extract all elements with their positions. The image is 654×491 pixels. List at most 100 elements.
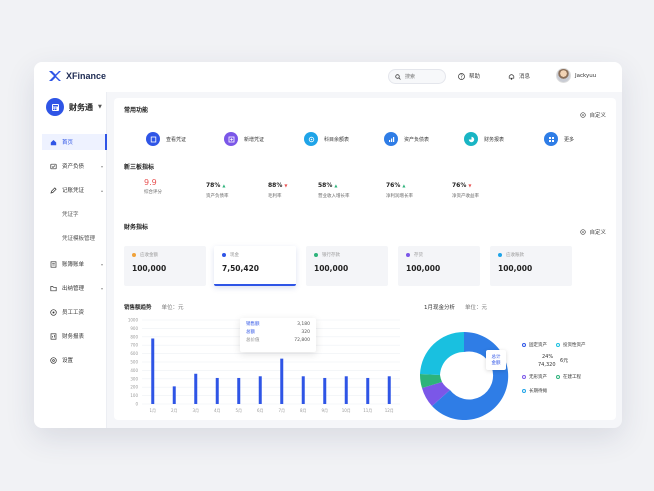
sidebar-item-reports[interactable]: 财务报表	[42, 328, 107, 344]
bar[interactable]	[194, 373, 198, 404]
bar[interactable]	[323, 377, 327, 404]
legend-label: 投资性资产	[563, 343, 586, 348]
chart-tooltip: 销售额 3,180 总额 320 总价值 72,800	[240, 318, 316, 352]
tooltip-key: 总价值	[246, 338, 260, 343]
tooltip-key: 销售额	[246, 322, 260, 327]
sidebar-subitem-voucher-word[interactable]: 凭证字	[62, 212, 79, 218]
tooltip-key: 总额	[246, 330, 255, 335]
status-dot	[406, 253, 410, 257]
book-icon	[50, 260, 57, 268]
sidebar-item-assets[interactable]: 资产负债 ▾	[42, 158, 107, 174]
bar[interactable]	[387, 376, 391, 404]
sidebar-item-label: 账簿账单	[62, 262, 85, 268]
metric-roe: 76% ▼ 净资产收益率	[452, 182, 479, 199]
shortcut-balance-sheet[interactable]: 科目余额表	[304, 132, 349, 146]
search-icon	[395, 73, 401, 80]
metric-label: 资产负债率	[206, 194, 229, 199]
metric-profit-growth: 76% ▲ 净利润增长率	[386, 182, 413, 199]
search-input[interactable]: 搜索	[388, 69, 446, 84]
metric-debt-ratio: 78% ▲ 资产负债率	[206, 182, 229, 199]
pie-chart-header: 1月现金分析 单位：元	[424, 303, 487, 311]
finance-card-receivable[interactable]: 应收金额 100,000	[124, 246, 206, 286]
legend-item: 无形资产	[522, 374, 547, 380]
asset-icon	[50, 163, 57, 169]
bar[interactable]	[301, 376, 305, 404]
bar[interactable]	[215, 377, 219, 404]
status-dot	[222, 253, 226, 257]
messages-button[interactable]: 消息	[508, 72, 530, 80]
tooltip-value: 320	[301, 330, 310, 335]
chevron-down-icon: ▾	[100, 261, 103, 267]
donut-segment-intangible	[422, 382, 450, 406]
metric-revenue-growth: 58% ▲ 营业收入增长率	[318, 182, 350, 199]
bar[interactable]	[344, 376, 348, 404]
xfinance-logo-icon	[49, 71, 61, 81]
finance-title: 财务指标	[124, 224, 149, 231]
finance-card-accounts-receivable[interactable]: 应收账款 100,000	[490, 246, 572, 286]
sidebar-subitem-voucher-template[interactable]: 凭证模板管理	[62, 236, 96, 242]
app-window: XFinance 搜索 ? 帮助 消息 Jackyuu 财务通 ▼	[34, 62, 622, 428]
sidebar-item-vouchers[interactable]: 记账凭证 ▴	[42, 182, 107, 198]
metric-label: 综合评分	[144, 190, 162, 195]
shortcut-financial-report[interactable]: 财务报表	[464, 132, 504, 146]
sidebar-item-ledger[interactable]: 账簿账单 ▾	[42, 256, 107, 272]
bar[interactable]	[172, 386, 176, 404]
sidebar-item-cashier[interactable]: 出纳管理 ▾	[42, 280, 107, 296]
shortcut-label: 更多	[564, 136, 575, 143]
messages-label: 消息	[519, 74, 531, 80]
bar[interactable]	[151, 338, 155, 404]
shortcut-add-voucher[interactable]: 新增凭证	[224, 132, 264, 146]
trend-up-icon: ▲	[402, 183, 406, 188]
y-tick-label: 300	[130, 376, 138, 381]
y-tick-label: 500	[130, 360, 138, 365]
main-panel: 常用功能 自定义 查看凭证 新增凭证 科目余额表 资产负债表 财务报表 更多	[114, 98, 616, 420]
donut-segment-construction	[419, 374, 442, 388]
svg-text:?: ?	[460, 74, 463, 80]
bar[interactable]	[237, 377, 241, 404]
status-dot	[132, 253, 136, 257]
finance-card-cash[interactable]: 现金 7,50,420	[214, 246, 296, 286]
card-label: 应收金额	[140, 253, 158, 258]
trend-up-icon: ▲	[222, 183, 226, 188]
metric-label: 净利润增长率	[386, 194, 413, 199]
logo[interactable]: XFinance	[48, 70, 106, 82]
bell-icon	[508, 73, 515, 80]
user-menu[interactable]: Jackyuu	[556, 68, 596, 83]
y-tick-label: 1000	[128, 318, 139, 323]
metric-value: 78%	[206, 182, 221, 189]
sidebar-item-label: 出纳管理	[62, 286, 85, 292]
username: Jackyuu	[575, 72, 597, 79]
legend-dot	[556, 343, 560, 347]
pie-amount: 74,320	[538, 362, 556, 368]
sales-bar-chart: 0 100 200 300 400 500 600 700 800 900 1000 1月 2月 3月 4月…	[128, 318, 400, 413]
x-tick-label: 5月	[235, 408, 242, 413]
help-button[interactable]: ? 帮助	[458, 72, 480, 80]
bar[interactable]	[258, 376, 262, 404]
sidebar-item-label: 资产负债	[62, 164, 85, 170]
chevron-down-icon: ▾	[100, 285, 103, 291]
shortcut-view-voucher[interactable]: 查看凭证	[146, 132, 186, 146]
shortcut-more[interactable]: 更多	[544, 132, 574, 146]
y-tick-label: 600	[130, 351, 138, 356]
x-tick-label: 12月	[385, 408, 394, 413]
sidebar-item-salary[interactable]: 员工工资	[42, 304, 107, 320]
gear-icon	[580, 112, 587, 118]
x-tick-label: 8月	[300, 408, 307, 413]
finance-card-inventory[interactable]: 存货 100,000	[398, 246, 480, 286]
finance-customize-button[interactable]: 自定义	[580, 228, 606, 236]
bar[interactable]	[280, 358, 284, 404]
metric-value: 76%	[386, 182, 401, 189]
sidebar-item-home[interactable]: 首页	[42, 134, 107, 150]
caret-down-icon: ▼	[98, 104, 102, 110]
app-switcher[interactable]: 财务通 ▼	[46, 98, 102, 116]
finance-card-bank[interactable]: 银行存款 100,000	[306, 246, 388, 286]
edit-icon	[50, 186, 57, 194]
folder-icon	[50, 285, 57, 291]
x-tick-label: 7月	[278, 408, 285, 413]
y-tick-label: 100	[130, 393, 138, 398]
functions-customize-button[interactable]: 自定义	[580, 111, 606, 119]
chevron-down-icon: ▾	[100, 163, 103, 169]
sidebar-item-settings[interactable]: 设置	[42, 352, 107, 368]
bar[interactable]	[366, 377, 370, 404]
shortcut-asset-sheet[interactable]: 资产负债表	[384, 132, 429, 146]
